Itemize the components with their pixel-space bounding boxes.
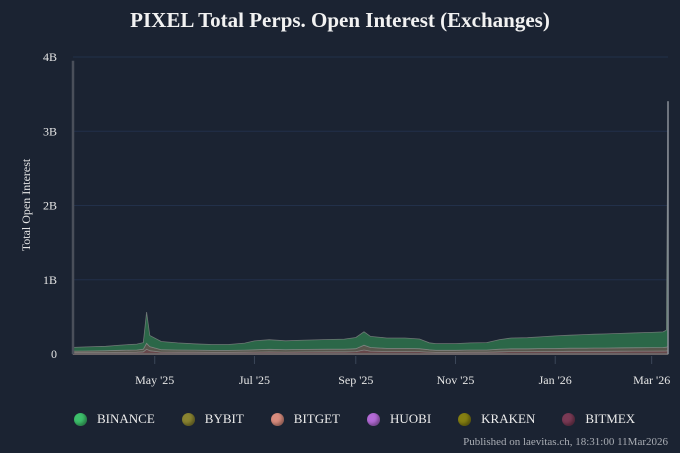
legend-dot-icon (270, 412, 284, 426)
y-tick-label: 3B (43, 124, 57, 138)
x-tick-label: Sep '25 (338, 373, 373, 387)
x-tick-label: Jan '26 (539, 373, 572, 387)
legend-label: HUOBI (390, 411, 432, 426)
gridlines (73, 56, 668, 281)
legend-item-kraken[interactable]: KRAKEN (458, 411, 535, 427)
chart-title: PIXEL Total Perps. Open Interest (Exchan… (130, 8, 550, 32)
x-axis: May '25 Jul '25 Sep '25 Nov '25 Jan '26 Mar '… (135, 356, 670, 387)
baseline (73, 353, 668, 355)
area-binance (72, 101, 669, 352)
legend: BINANCE BYBIT BITGET HUOBI KRAKEN BITMEX (74, 411, 662, 427)
legend-dot-icon (458, 412, 472, 426)
legend-label: BITMEX (585, 411, 636, 426)
y-axis-title: Total Open Interest (19, 158, 33, 251)
legend-item-binance[interactable]: BINANCE (74, 411, 155, 427)
legend-item-huobi[interactable]: HUOBI (367, 411, 431, 427)
legend-dot-icon (74, 412, 87, 426)
legend-label: BYBIT (204, 411, 244, 426)
x-tick-label: Jul '25 (239, 373, 270, 387)
area-series (71, 60, 669, 355)
legend-item-bitget[interactable]: BITGET (270, 411, 340, 427)
legend-item-bybit[interactable]: BYBIT (181, 411, 244, 427)
legend-dot-icon (367, 412, 380, 426)
x-tick-label: Mar '26 (633, 373, 670, 387)
legend-item-bitmex[interactable]: BITMEX (562, 411, 635, 427)
y-tick-label: 0 (51, 347, 57, 361)
published-footer: Published on laevitas.ch, 18:31:00 11Mar… (463, 436, 668, 448)
x-tick-label: May '25 (135, 373, 174, 387)
y-tick-label: 4B (43, 50, 57, 64)
y-axis: 0 1B 2B 3B 4B (43, 50, 57, 361)
legend-dot-icon (562, 412, 576, 426)
legend-label: BITGET (293, 411, 340, 426)
x-tick-label: Nov '25 (437, 373, 475, 387)
y-tick-label: 1B (43, 273, 57, 287)
legend-label: BINANCE (97, 411, 155, 426)
legend-label: KRAKEN (481, 411, 536, 426)
legend-dot-icon (181, 412, 195, 426)
chart-plot: 0 1B 2B 3B 4B May '25 Jul '25 Sep '25 Nov '25 Ja… (19, 50, 670, 387)
y-tick-label: 2B (43, 199, 57, 213)
